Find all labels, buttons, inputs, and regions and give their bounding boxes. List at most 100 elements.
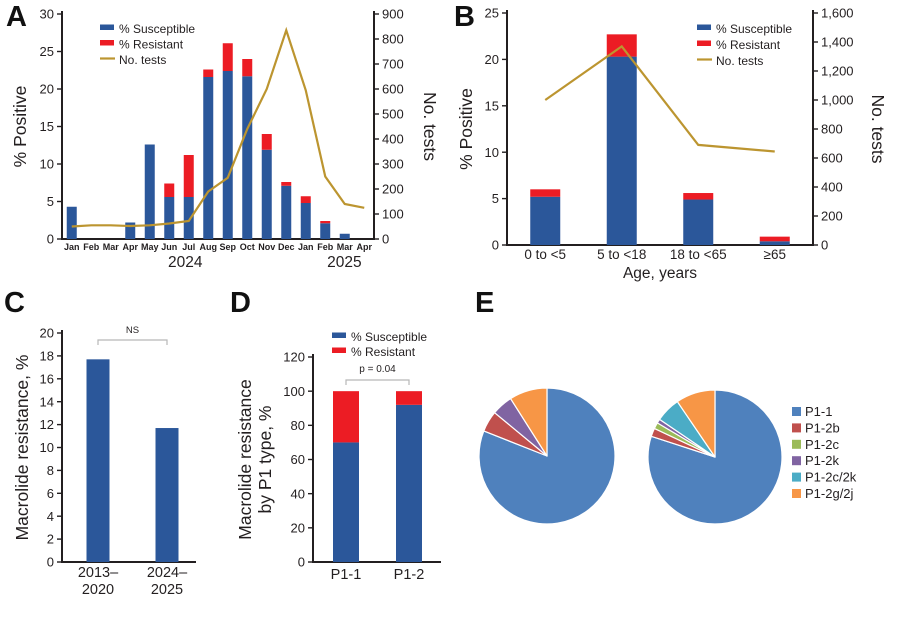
bar-susceptible	[530, 196, 561, 245]
y-tick: 14	[40, 394, 54, 409]
legend-swatch	[332, 347, 346, 353]
y-right-tick: 500	[382, 107, 404, 122]
legend-swatch	[792, 407, 801, 416]
bar-resistant	[396, 391, 422, 405]
month-label: Apr	[123, 242, 139, 252]
bar-resistant	[300, 196, 311, 203]
y-tick: 100	[283, 384, 305, 399]
legend-swatch	[100, 24, 114, 30]
y-tick: 10	[40, 440, 54, 455]
month-label: Feb	[317, 242, 334, 252]
month-label: Dec	[278, 242, 295, 252]
y-tick: 8	[47, 463, 54, 478]
bar-susceptible	[606, 56, 637, 246]
y-left-tick: 25	[40, 44, 54, 59]
y-left-tick: 0	[47, 232, 54, 247]
bar-resistant	[183, 155, 194, 197]
month-label: Mar	[337, 242, 354, 252]
bar-susceptible	[683, 199, 714, 245]
y-tick: 60	[291, 452, 305, 467]
bar-resistant	[222, 43, 233, 71]
bar-resistant	[683, 193, 714, 200]
y-left-tick: 20	[485, 52, 499, 67]
y-right-tick: 1,400	[821, 35, 854, 50]
bar-susceptible	[281, 185, 292, 239]
bar-resistant	[320, 221, 331, 224]
panel-c-label: C	[4, 287, 25, 319]
panel-d-chart: 0 20 40 60 80 100 120 Macrolide resistance by P1…	[235, 330, 441, 583]
y-left-tick: 20	[40, 82, 54, 97]
y-left-tick: 10	[40, 157, 54, 172]
legend-label: % Resistant	[119, 38, 184, 52]
bar-susceptible	[300, 203, 311, 239]
y-tick: 16	[40, 371, 54, 386]
legend-label: % Susceptible	[119, 22, 195, 36]
y-right-tick: 1,200	[821, 64, 854, 79]
panel-b-chart: 0 5 10 15 20 25 0 200 400 600 800 1,000 1,200 1,400 1,…	[456, 6, 888, 282]
tests-line	[544, 44, 775, 153]
y-left-tick: 10	[485, 145, 499, 160]
y-right-title: No. tests	[868, 94, 888, 163]
bar-susceptible	[261, 149, 272, 239]
panel-c-chart: 0 2 4 6 8 10 12 14 16 18 20 Macrolide resistance, %…	[12, 325, 196, 598]
x-axis-title: Age, years	[623, 265, 697, 282]
y-right-tick: 400	[382, 132, 404, 147]
y-left-tick: 30	[40, 7, 54, 22]
bar-susceptible	[339, 233, 350, 239]
y-axis-title: Macrolide resistance	[235, 379, 255, 539]
y-left-title: % Positive	[10, 86, 30, 168]
y-tick: 12	[40, 417, 54, 432]
age-group-label: 18 to <65	[670, 247, 727, 262]
y-tick: 20	[291, 520, 305, 535]
legend-label: P1-2c	[805, 437, 839, 452]
y-right-tick: 800	[382, 32, 404, 47]
bar-susceptible	[396, 404, 422, 562]
legend-label: P1-2b	[805, 420, 840, 435]
x-category-label: 2025	[151, 582, 183, 598]
y-tick: 0	[298, 555, 305, 570]
y-right-tick: 700	[382, 57, 404, 72]
age-group-label: 5 to <18	[597, 247, 646, 262]
bar-susceptible	[242, 76, 253, 239]
y-tick: 6	[47, 486, 54, 501]
y-left-tick: 15	[485, 98, 499, 113]
pie-slice	[676, 389, 716, 458]
bar-susceptible	[125, 222, 136, 239]
y-tick: 0	[47, 555, 54, 570]
panel-b-label: B	[454, 1, 475, 33]
y-tick: 120	[283, 350, 305, 365]
legend-swatch	[697, 40, 711, 46]
y-left-tick: 15	[40, 119, 54, 134]
legend-label: % Resistant	[716, 38, 781, 52]
y-left-tick: 0	[492, 238, 499, 253]
bar-susceptible	[320, 223, 331, 239]
age-group-label: 0 to <5	[524, 247, 566, 262]
y-right-tick: 100	[382, 207, 404, 222]
legend-label: % Susceptible	[716, 22, 792, 36]
month-label: Feb	[83, 242, 100, 252]
y-left-tick: 5	[492, 191, 499, 206]
y-left-title: % Positive	[456, 88, 476, 170]
y-right-tick: 1,000	[821, 93, 854, 108]
significance-label: NS	[126, 325, 139, 336]
panel-a-chart: 0510152025300100200300400500600700800900…	[10, 7, 440, 271]
bar-resistant	[242, 59, 253, 77]
year-label: 2024	[168, 254, 203, 271]
x-category-label: P1-2	[394, 567, 425, 583]
bar-resistant	[759, 236, 790, 242]
month-label: Jul	[182, 242, 195, 252]
y-right-tick: 600	[382, 82, 404, 97]
y-tick: 18	[40, 349, 54, 364]
x-category-label: P1-1	[331, 567, 362, 583]
bar-resistant	[203, 69, 214, 77]
legend: % Susceptible% Resistant	[332, 330, 427, 359]
month-label: Jan	[64, 242, 80, 252]
significance-bracket	[345, 379, 410, 385]
bar-resistant	[281, 182, 292, 186]
legend-swatch	[332, 332, 346, 338]
bar-resistant	[333, 391, 359, 443]
x-category-label: 2013–	[78, 565, 119, 581]
legend-swatch	[792, 456, 801, 466]
